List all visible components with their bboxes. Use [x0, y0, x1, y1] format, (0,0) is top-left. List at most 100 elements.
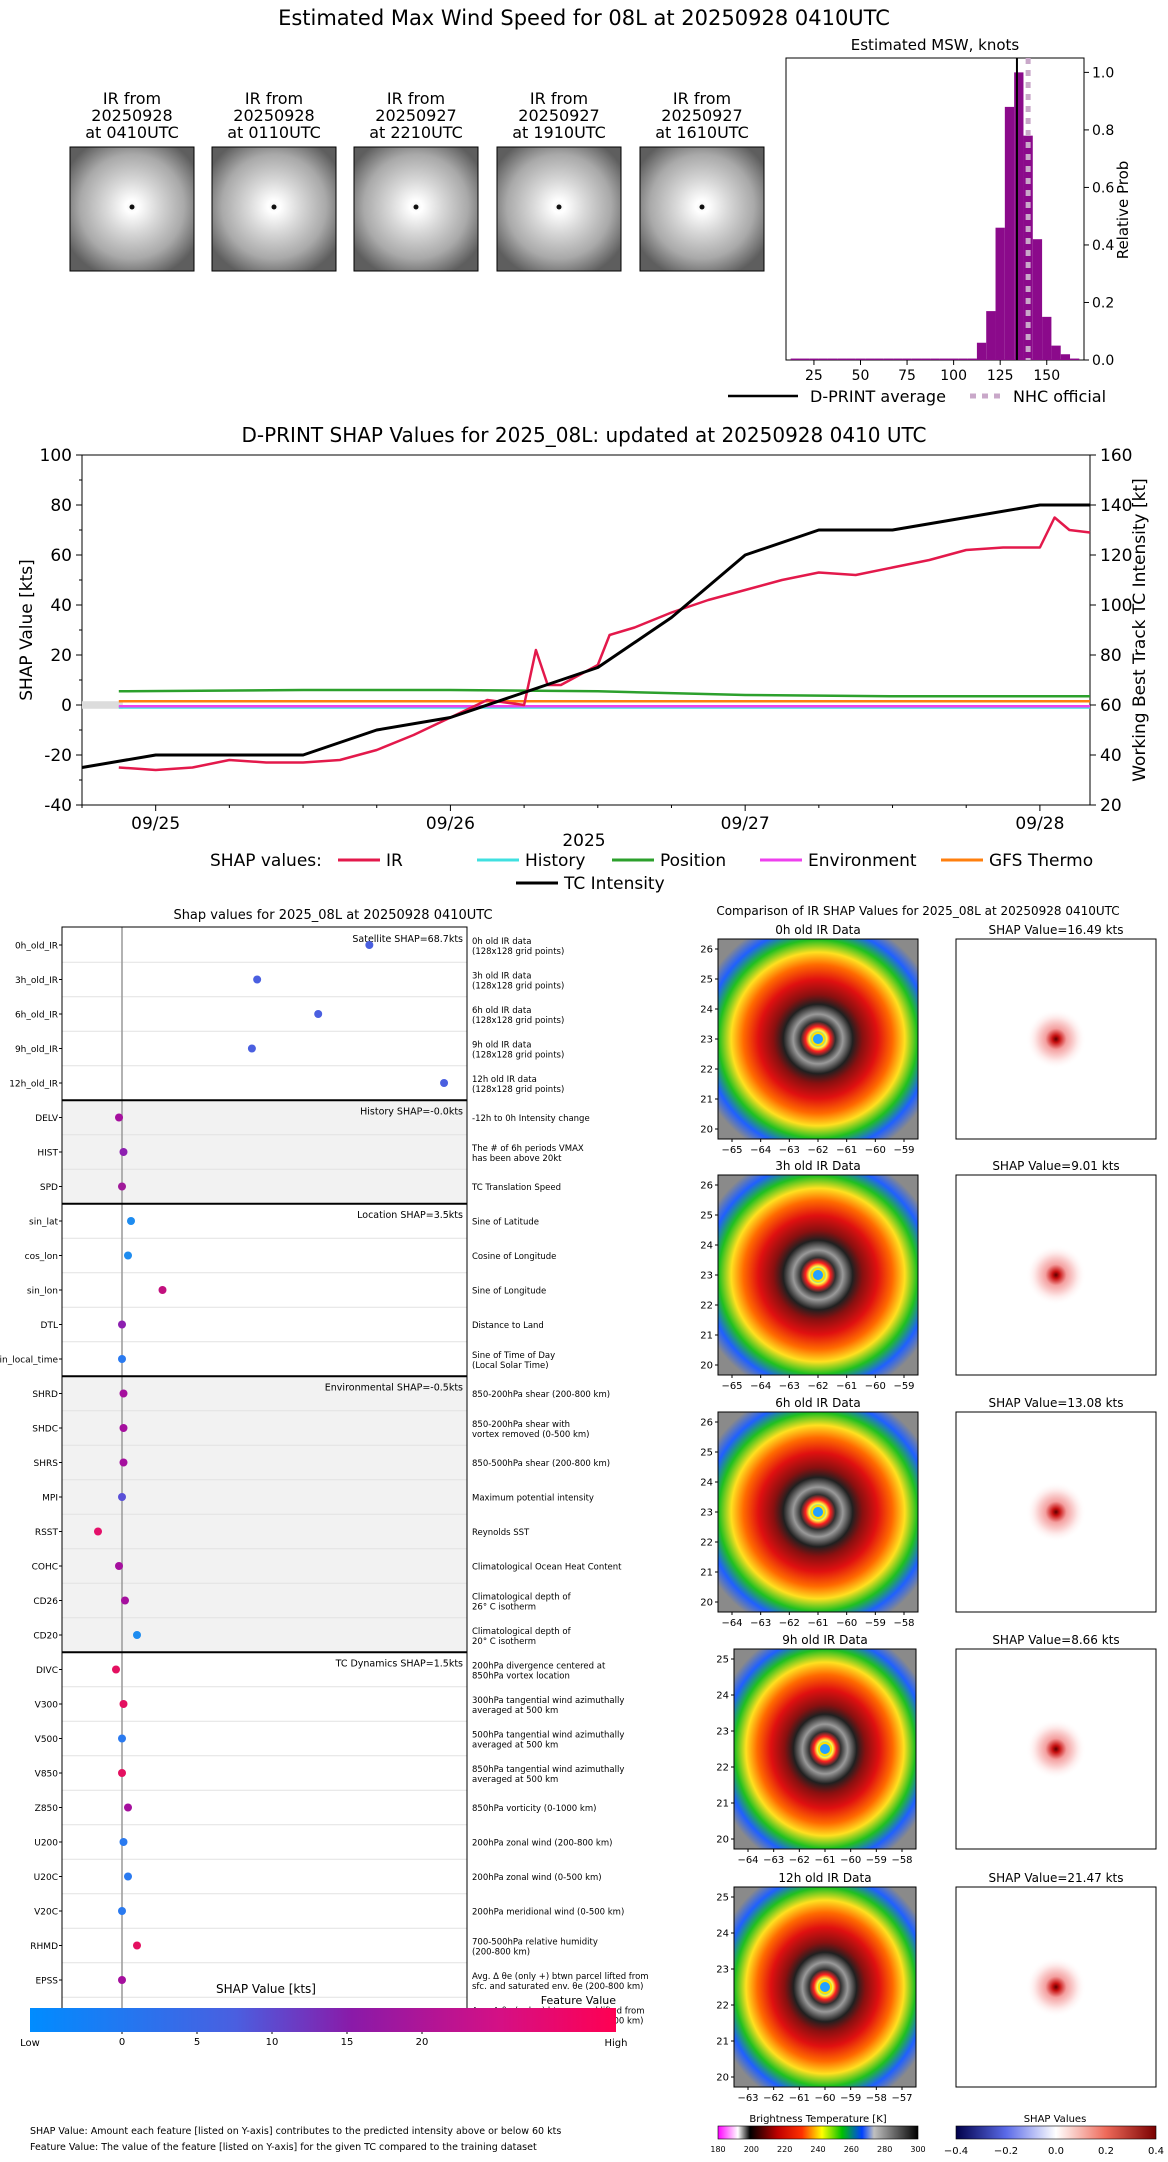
ir-panel-xtick-label: −59	[865, 1618, 886, 1629]
histogram-bar	[799, 358, 810, 360]
thumbnail-caption-line1: IR from	[530, 89, 588, 108]
ir-comparison-panels: 0h old IR Data −65 −64 −63 −62 −61 −60 −59 26 25 2…	[700, 923, 1157, 2104]
shap-point	[94, 1527, 102, 1536]
ir-panel-xtick-label: −60	[840, 1855, 861, 1866]
shap-colorbar	[955, 2125, 1157, 2140]
feature-label: V300	[35, 1701, 59, 1711]
shap-point	[124, 1803, 132, 1812]
shap-point	[119, 1700, 128, 1708]
histogram-bar	[967, 358, 977, 360]
histogram-bar	[790, 358, 800, 360]
histogram-bar	[1023, 135, 1033, 360]
timeseries-ylabel-right: Working Best Track TC Intensity [kt]	[1130, 478, 1150, 782]
storm-eye-marker	[811, 1505, 825, 1519]
ir-colorbar-title: Brightness Temperature [K]	[749, 2114, 886, 2125]
feature-description: 200hPa divergence centered at	[472, 1662, 606, 1672]
ir-panel-xtick-label: −63	[750, 1618, 771, 1629]
series-line-position	[118, 688, 1090, 698]
histogram-bar	[818, 358, 828, 360]
feature-label: SHRS	[34, 1459, 59, 1469]
shap-point	[118, 1976, 126, 1984]
feature-label: U20C	[34, 1873, 58, 1883]
legend-label: Environment	[808, 851, 917, 871]
histogram-bar	[1004, 106, 1015, 361]
thumbnail-caption-line2: 20250928	[233, 106, 314, 125]
ir-panel-xtick-label: −62	[789, 1855, 810, 1866]
feature-description: (128x128 grid points)	[472, 1085, 564, 1095]
ir-panel-title: 0h old IR Data	[775, 923, 861, 937]
ir-panel-xtick-label: −57	[891, 2093, 912, 2104]
shap-panel-title: SHAP Value=16.49 kts	[989, 923, 1124, 937]
shap-point	[118, 1320, 126, 1329]
feature-description: (128x128 grid points)	[472, 1016, 564, 1026]
feature-label: 0h_old_IR	[15, 942, 58, 952]
group-label: Location SHAP=3.5kts	[357, 1210, 463, 1221]
shap-colorbar-tick-label: −0.2	[994, 2146, 1018, 2157]
ir-panel-xtick-label: −61	[836, 1145, 857, 1156]
group-shading	[62, 1100, 467, 1204]
histogram-bar	[827, 358, 838, 360]
timeseries-ytick-right-label: 80	[1100, 646, 1122, 666]
feature-description: Distance to Land	[472, 1321, 544, 1331]
feature-label: 12h_old_IR	[9, 1080, 58, 1090]
ir-panel-xtick-label: −61	[814, 1855, 835, 1866]
feature-description: sfc. and saturated env. θe (200-800 km)	[472, 1982, 644, 1992]
timeseries-ytick-right-label: 140	[1100, 496, 1132, 516]
histogram-bar	[948, 358, 959, 360]
shap-point	[119, 1838, 128, 1846]
timeseries-ytick-label: 60	[50, 546, 72, 566]
shap-point	[119, 1148, 128, 1156]
thumbnail-caption-line1: IR from	[103, 89, 161, 108]
thumbnail-caption-line3: at 2210UTC	[369, 123, 463, 142]
ir-panel-ytick-label: 24	[700, 1241, 713, 1252]
histogram-xtick-label: 125	[987, 368, 1014, 384]
histogram-ytick-label: 0.0	[1092, 353, 1114, 369]
ir-panel-ytick-label: 21	[700, 1568, 713, 1579]
ir-panel-xtick-label: −64	[750, 1381, 771, 1392]
feature-description: 20° C isotherm	[472, 1637, 536, 1647]
shap-xtick-label: 10	[266, 2037, 279, 2048]
ir-panel-xtick-label: −60	[836, 1618, 857, 1629]
ir-panel-xtick-label: −59	[840, 2093, 861, 2104]
feature-description: 850-200hPa shear (200-800 km)	[472, 1390, 610, 1400]
ir-panel-ytick-label: 24	[700, 1005, 713, 1016]
ir-panel-xtick-label: −63	[763, 1855, 784, 1866]
footnote-shap: SHAP Value: Amount each feature [listed …	[30, 2126, 561, 2137]
legend-label: Position	[660, 851, 726, 871]
msw-histogram: Estimated MSW, knots 25 50 75 100 125 150 0.0 0…	[728, 36, 1132, 406]
histogram-bar	[1014, 72, 1024, 360]
footnote-feature: Feature Value: The value of the feature …	[30, 2142, 537, 2153]
histogram-xtick-label: 150	[1033, 368, 1060, 384]
ir-panel-ytick-label: 22	[700, 1301, 713, 1312]
feature-label: sin_lat	[29, 1218, 58, 1228]
feature-description: 9h old IR data	[472, 1041, 531, 1051]
feature-description: averaged at 500 km	[472, 1706, 558, 1716]
feature-label: CD26	[33, 1597, 58, 1607]
ir-panel-xtick-label: −61	[789, 2093, 810, 2104]
feature-value-colorbar	[30, 2008, 616, 2032]
timeseries-ytick-label: 0	[61, 696, 72, 716]
feature-label: EPSS	[35, 1977, 58, 1987]
shap-point	[365, 941, 374, 949]
feature-label: CD20	[33, 1632, 58, 1642]
shap-point	[158, 1286, 167, 1294]
feature-description: 700-500hPa relative humidity	[472, 1938, 598, 1948]
histogram-ytick-label: 0.2	[1092, 295, 1114, 311]
ir-panel-xtick-label: −60	[865, 1381, 886, 1392]
feature-description: Climatological depth of	[472, 1593, 572, 1603]
group-label: Satellite SHAP=68.7kts	[352, 934, 463, 945]
ir-panel-xtick-label: −63	[779, 1145, 800, 1156]
thumbnail-caption-line2: 20250927	[661, 106, 742, 125]
shap-panel-xlabel: SHAP Value [kts]	[216, 1982, 316, 1996]
feature-description: 300hPa tangential wind azimuthally	[472, 1696, 624, 1706]
feature-label: RHMD	[30, 1942, 58, 1952]
ir-panel-ytick-label: 22	[700, 1065, 713, 1076]
storm-eye-marker	[818, 1742, 832, 1756]
feature-description: 200hPa zonal wind (0-500 km)	[472, 1873, 602, 1883]
ir-panel-ytick-label: 23	[716, 1965, 729, 1976]
ir-colorbar	[717, 2125, 919, 2140]
feature-label: sin_local_time	[0, 1356, 58, 1366]
shap-point	[112, 1665, 120, 1674]
timeseries-ytick-right-label: 20	[1100, 796, 1122, 816]
storm-eye-dot	[271, 204, 277, 210]
